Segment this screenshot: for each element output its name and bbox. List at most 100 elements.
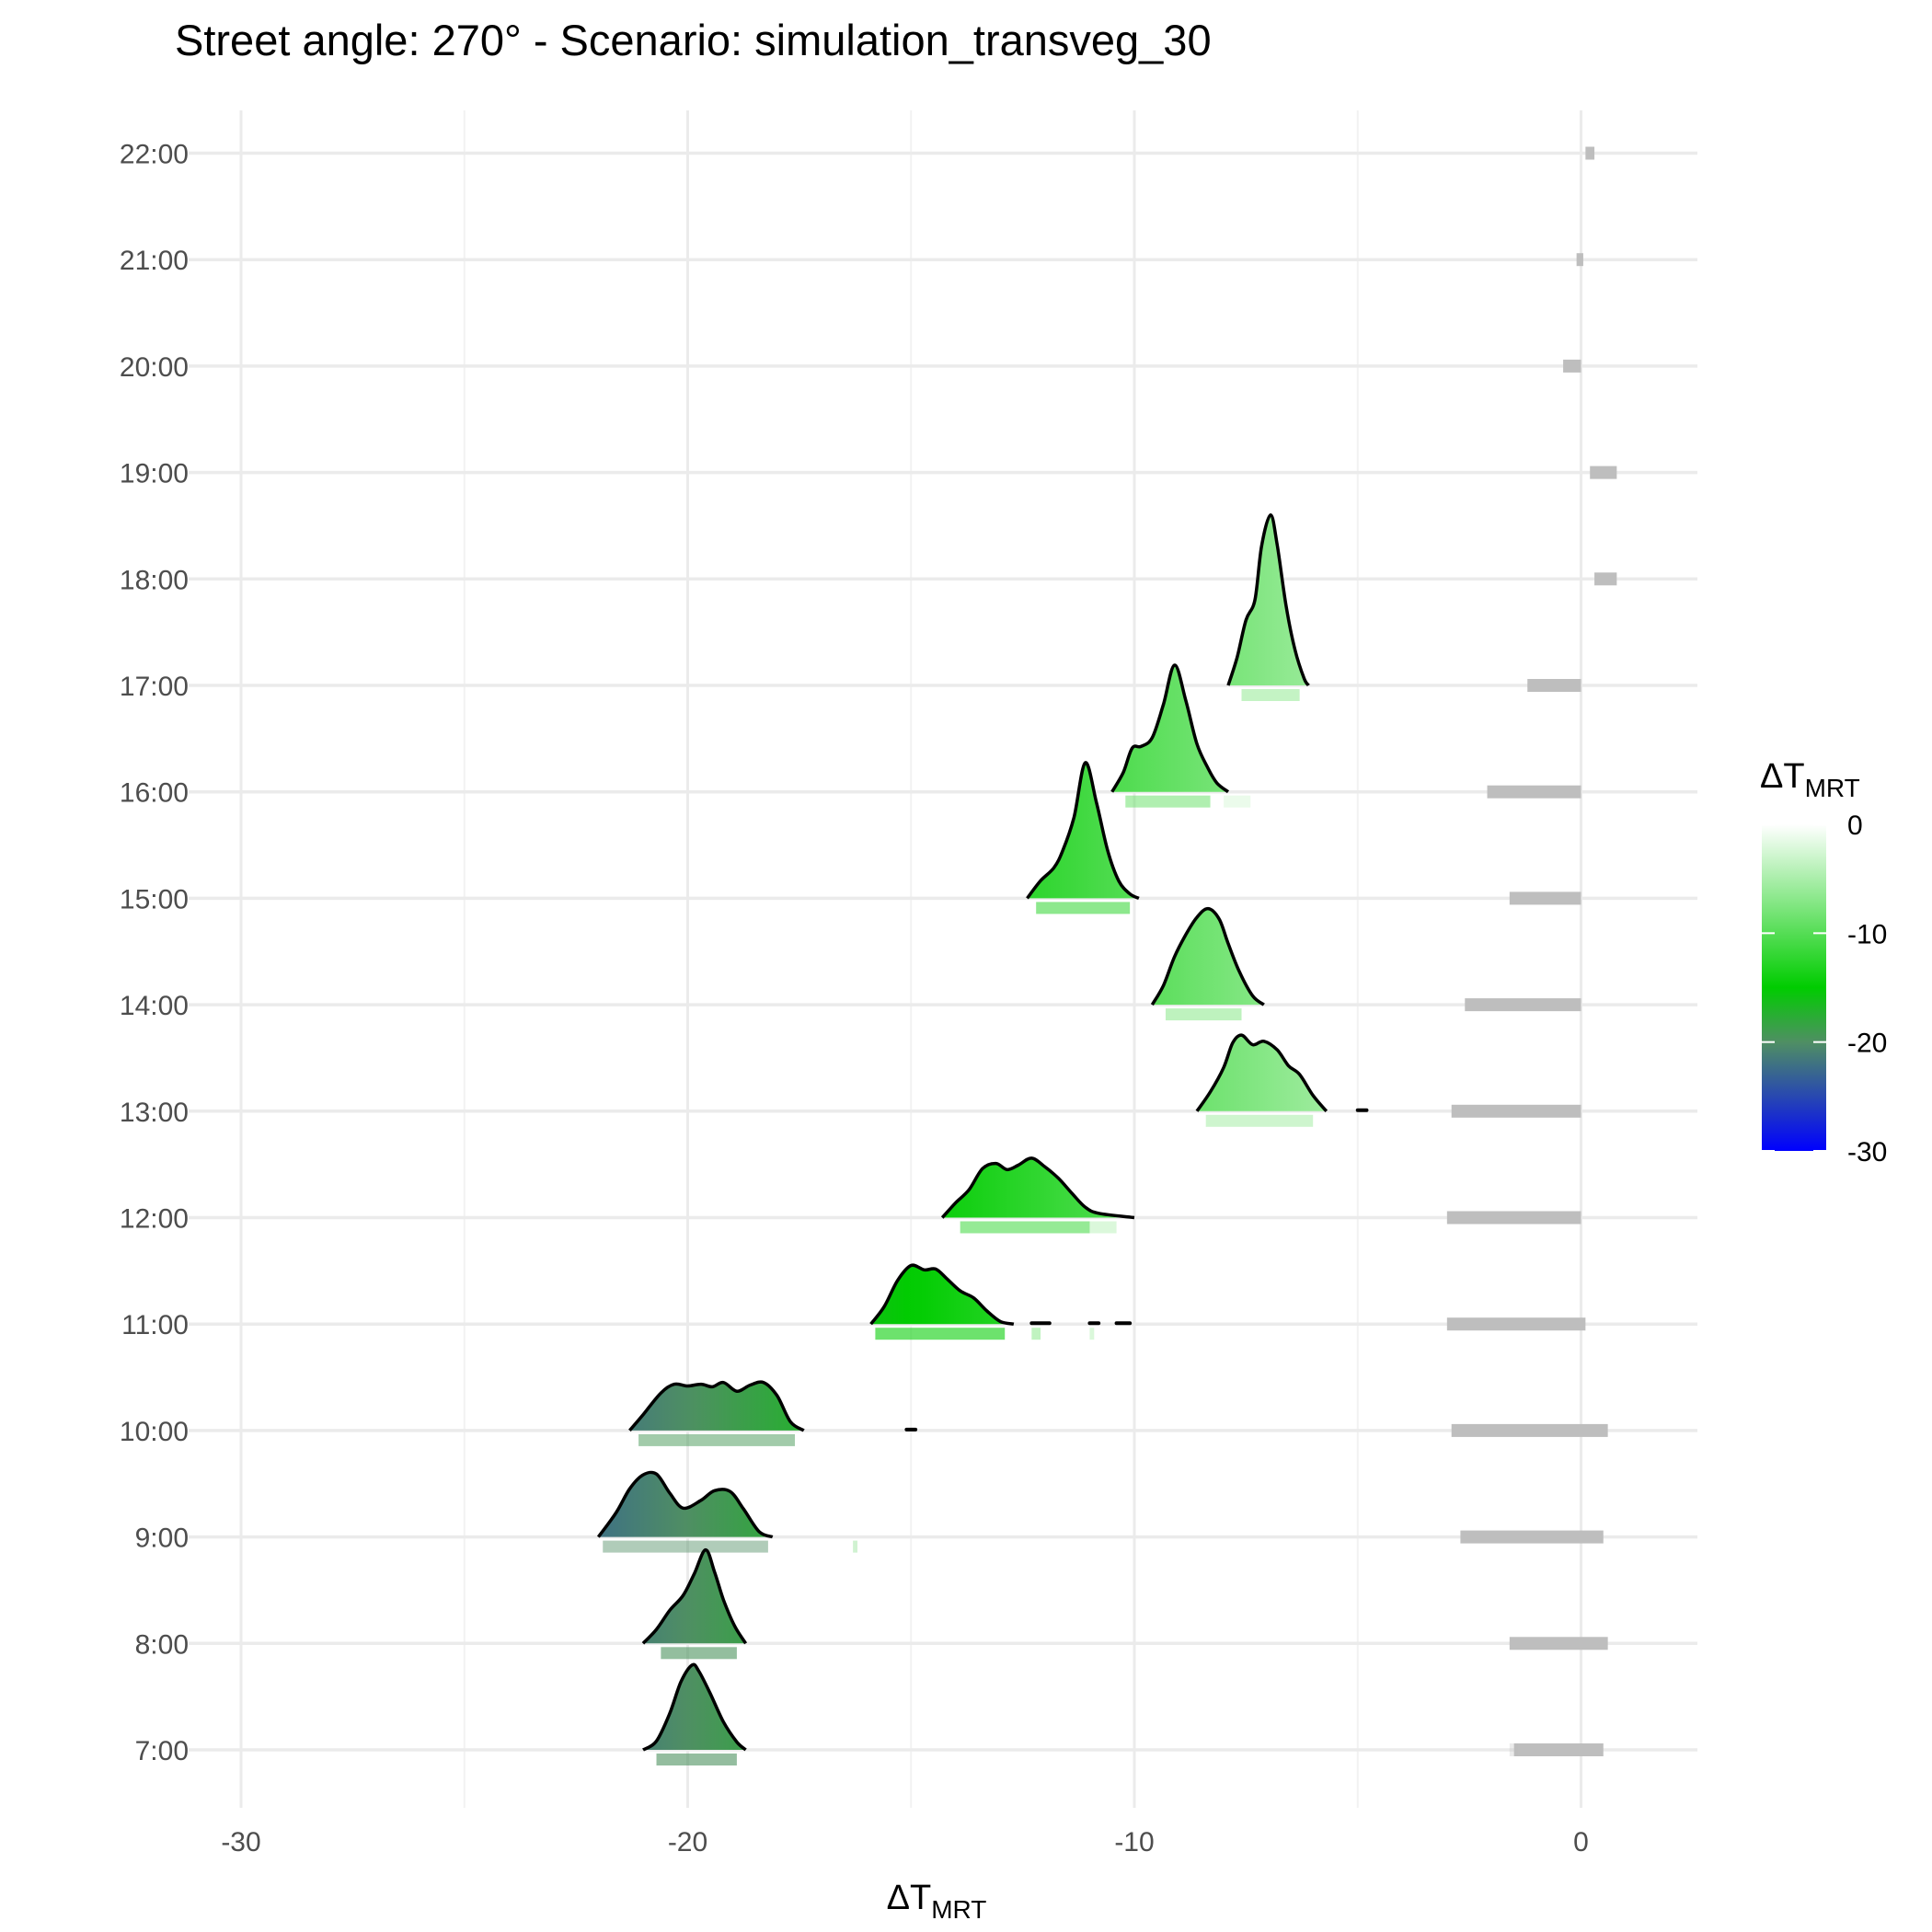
legend-title-sub: MRT — [1805, 774, 1860, 802]
ridge-outline — [1110, 663, 1230, 794]
legend-title: ΔTMRT — [1760, 757, 1860, 802]
ridge-2200 — [1585, 146, 1595, 160]
x-tick-label: -20 — [668, 1827, 707, 1857]
ridge-fill — [1111, 664, 1228, 792]
y-tick-label: 20:00 — [120, 352, 189, 383]
data-rug — [875, 1328, 1006, 1340]
ridge-1600 — [1110, 663, 1581, 808]
reference-rug — [1446, 1211, 1581, 1225]
ridge-fill — [870, 1265, 1014, 1325]
ridge-outline — [1026, 761, 1140, 901]
ridge-fill — [643, 1664, 746, 1750]
ridge-outline — [940, 1156, 1135, 1220]
y-tick-label: 9:00 — [135, 1524, 189, 1554]
ridge-1200 — [940, 1156, 1581, 1234]
ridge-fill — [1197, 1035, 1327, 1111]
reference-rug — [1509, 1637, 1608, 1650]
legend-tick-label: 0 — [1847, 811, 1863, 841]
data-rug — [603, 1540, 768, 1553]
data-rug — [1241, 689, 1300, 701]
reference-rug — [1563, 359, 1581, 373]
grid-layer — [189, 110, 1697, 1808]
data-rug — [1224, 795, 1251, 808]
ridge-900 — [596, 1470, 1604, 1553]
ridge-700 — [642, 1662, 1604, 1765]
y-tick-label: 17:00 — [120, 672, 189, 702]
legend-title-main: ΔT — [1760, 757, 1805, 796]
y-tick-labels: 7:00 8:00 9:00 10:00 11:00 12:00 13:00 14:00 15:… — [120, 140, 189, 1767]
ridge-outline — [869, 1263, 1015, 1326]
legend-ticks: 0 -10 -20 -30 — [1762, 811, 1887, 1167]
reference-rug — [1576, 253, 1583, 267]
x-axis-title-sub: MRT — [931, 1895, 986, 1924]
y-tick-label: 19:00 — [120, 459, 189, 489]
data-rug — [656, 1754, 737, 1765]
data-rug — [1031, 1328, 1041, 1340]
ridge-1500 — [1026, 761, 1581, 914]
ridge-2000 — [1563, 359, 1581, 373]
reference-rug — [1460, 1530, 1604, 1544]
ridge-1800 — [1594, 572, 1617, 586]
data-rug — [638, 1433, 796, 1446]
data-rug — [1036, 902, 1131, 914]
y-tick-label: 11:00 — [121, 1310, 189, 1340]
y-tick-label: 21:00 — [120, 246, 189, 276]
ridge-1000 — [628, 1380, 1608, 1446]
reference-rug — [1465, 998, 1581, 1012]
x-tick-label: -30 — [221, 1827, 260, 1857]
data-rug — [1089, 1221, 1117, 1234]
data-rug — [1089, 1328, 1095, 1340]
ridge-1100 — [869, 1263, 1586, 1340]
ridge-outline — [1226, 513, 1310, 687]
reference-rug — [1451, 1104, 1581, 1118]
x-tick-labels: -30 -20 -10 0 — [221, 1827, 1589, 1857]
ridge-fill — [942, 1157, 1134, 1218]
reference-rug — [1509, 1743, 1519, 1756]
reference-rug — [1509, 891, 1581, 905]
y-tick-label: 15:00 — [120, 884, 189, 914]
legend: ΔTMRT 0 -10 -20 -30 — [1760, 757, 1887, 1167]
reference-rug — [1487, 785, 1581, 799]
data-rug — [853, 1540, 857, 1553]
y-tick-label: 7:00 — [135, 1736, 189, 1766]
legend-colorbar — [1762, 824, 1826, 1151]
legend-tick-label: -10 — [1847, 919, 1887, 949]
y-tick-label: 18:00 — [120, 565, 189, 595]
data-rug — [1125, 795, 1211, 808]
ridge-outline — [1150, 906, 1265, 1006]
x-axis-title: ΔTMRT — [887, 1879, 987, 1924]
reference-rug — [1513, 1743, 1604, 1756]
reference-rug — [1527, 679, 1581, 692]
ridge-outline — [641, 1547, 748, 1645]
y-tick-label: 10:00 — [120, 1417, 189, 1447]
data-rug — [1205, 1114, 1314, 1127]
y-tick-label: 14:00 — [120, 991, 189, 1021]
ridge-1300 — [1195, 1033, 1581, 1127]
reference-rug — [1585, 146, 1595, 160]
x-tick-label: -10 — [1114, 1827, 1154, 1857]
reference-rug — [1590, 466, 1617, 479]
reference-rug — [1446, 1317, 1586, 1331]
ridge-1700 — [1226, 513, 1581, 701]
ridge-fill — [643, 1549, 746, 1644]
chart-title: Street angle: 270° - Scenario: simulatio… — [175, 16, 1212, 64]
ridge-fill — [1228, 514, 1309, 685]
y-tick-label: 13:00 — [120, 1098, 189, 1128]
ridge-outline — [628, 1380, 805, 1432]
ridge-fill — [629, 1382, 804, 1431]
x-axis-title-main: ΔT — [887, 1879, 932, 1917]
ridge-outline — [642, 1662, 747, 1752]
y-tick-label: 12:00 — [120, 1204, 189, 1235]
data-rug — [1165, 1008, 1242, 1021]
y-tick-label: 8:00 — [135, 1629, 189, 1660]
legend-tick-label: -20 — [1847, 1029, 1887, 1059]
data-rug — [960, 1221, 1090, 1234]
ridge-outline — [596, 1470, 774, 1539]
ridges-layer — [596, 146, 1617, 1765]
ridge-1400 — [1150, 906, 1581, 1021]
y-tick-label: 16:00 — [120, 778, 189, 809]
legend-tick-label: -30 — [1847, 1137, 1887, 1167]
x-tick-label: 0 — [1573, 1827, 1589, 1857]
ridge-1900 — [1590, 466, 1617, 479]
